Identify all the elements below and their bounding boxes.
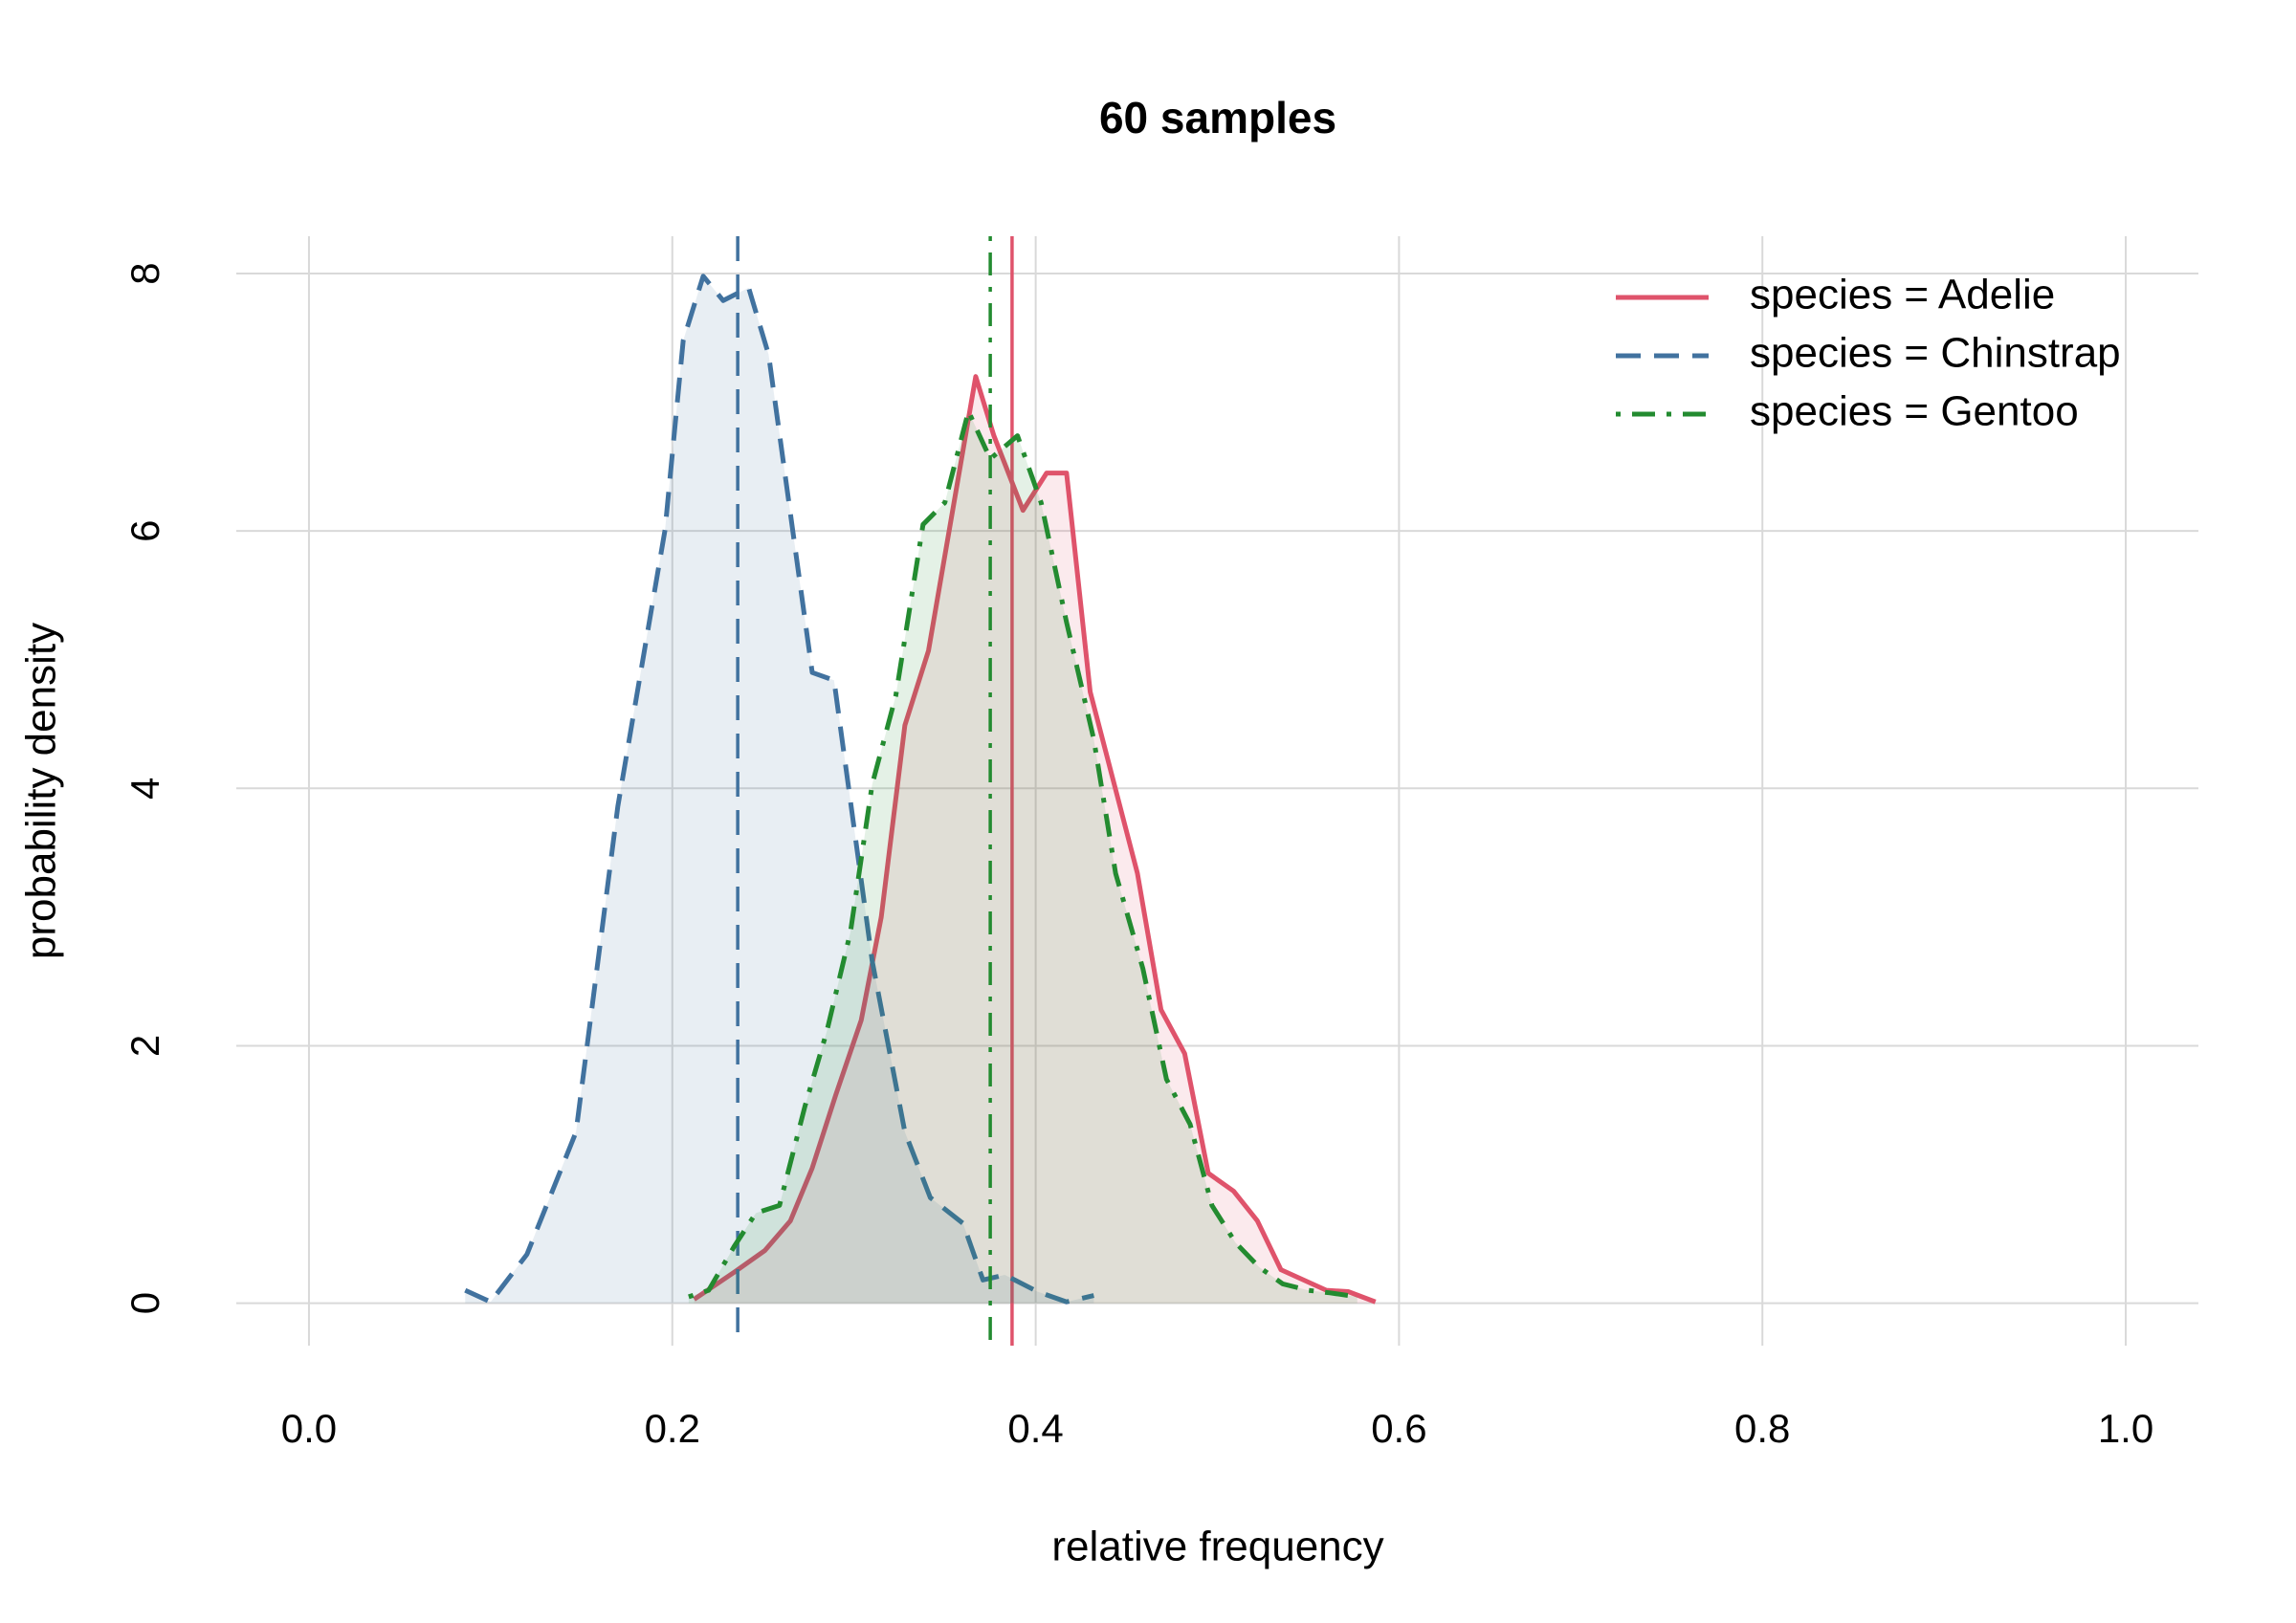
legend-label: species = Adelie [1750, 272, 2055, 318]
y-tick-label: 8 [122, 262, 167, 284]
y-tick-label: 2 [122, 1035, 167, 1057]
y-tick-label: 6 [122, 519, 167, 541]
density-line [464, 274, 1094, 1305]
density-line [688, 408, 1358, 1300]
legend-label: species = Gentoo [1750, 388, 2079, 435]
x-tick-label: 0.4 [1007, 1406, 1063, 1451]
x-tick-label: 0.6 [1371, 1406, 1426, 1451]
density-area [688, 411, 1358, 1304]
y-tick-label: 0 [122, 1292, 167, 1314]
x-tick-label: 1.0 [2098, 1406, 2153, 1451]
legend-label: species = Chinstrap [1750, 330, 2121, 377]
density-area [694, 376, 1376, 1304]
density-line [693, 374, 1377, 1305]
x-tick-label: 0.8 [1734, 1406, 1790, 1451]
x-tick-label: 0.2 [645, 1406, 700, 1451]
chart-title: 60 samples [1099, 93, 1336, 143]
x-tick-label: 0.0 [281, 1406, 337, 1451]
density-area [465, 275, 1094, 1304]
y-axis-label: probability density [18, 623, 65, 959]
x-axis-label: relative frequency [1051, 1524, 1383, 1570]
y-tick-label: 4 [122, 778, 167, 800]
